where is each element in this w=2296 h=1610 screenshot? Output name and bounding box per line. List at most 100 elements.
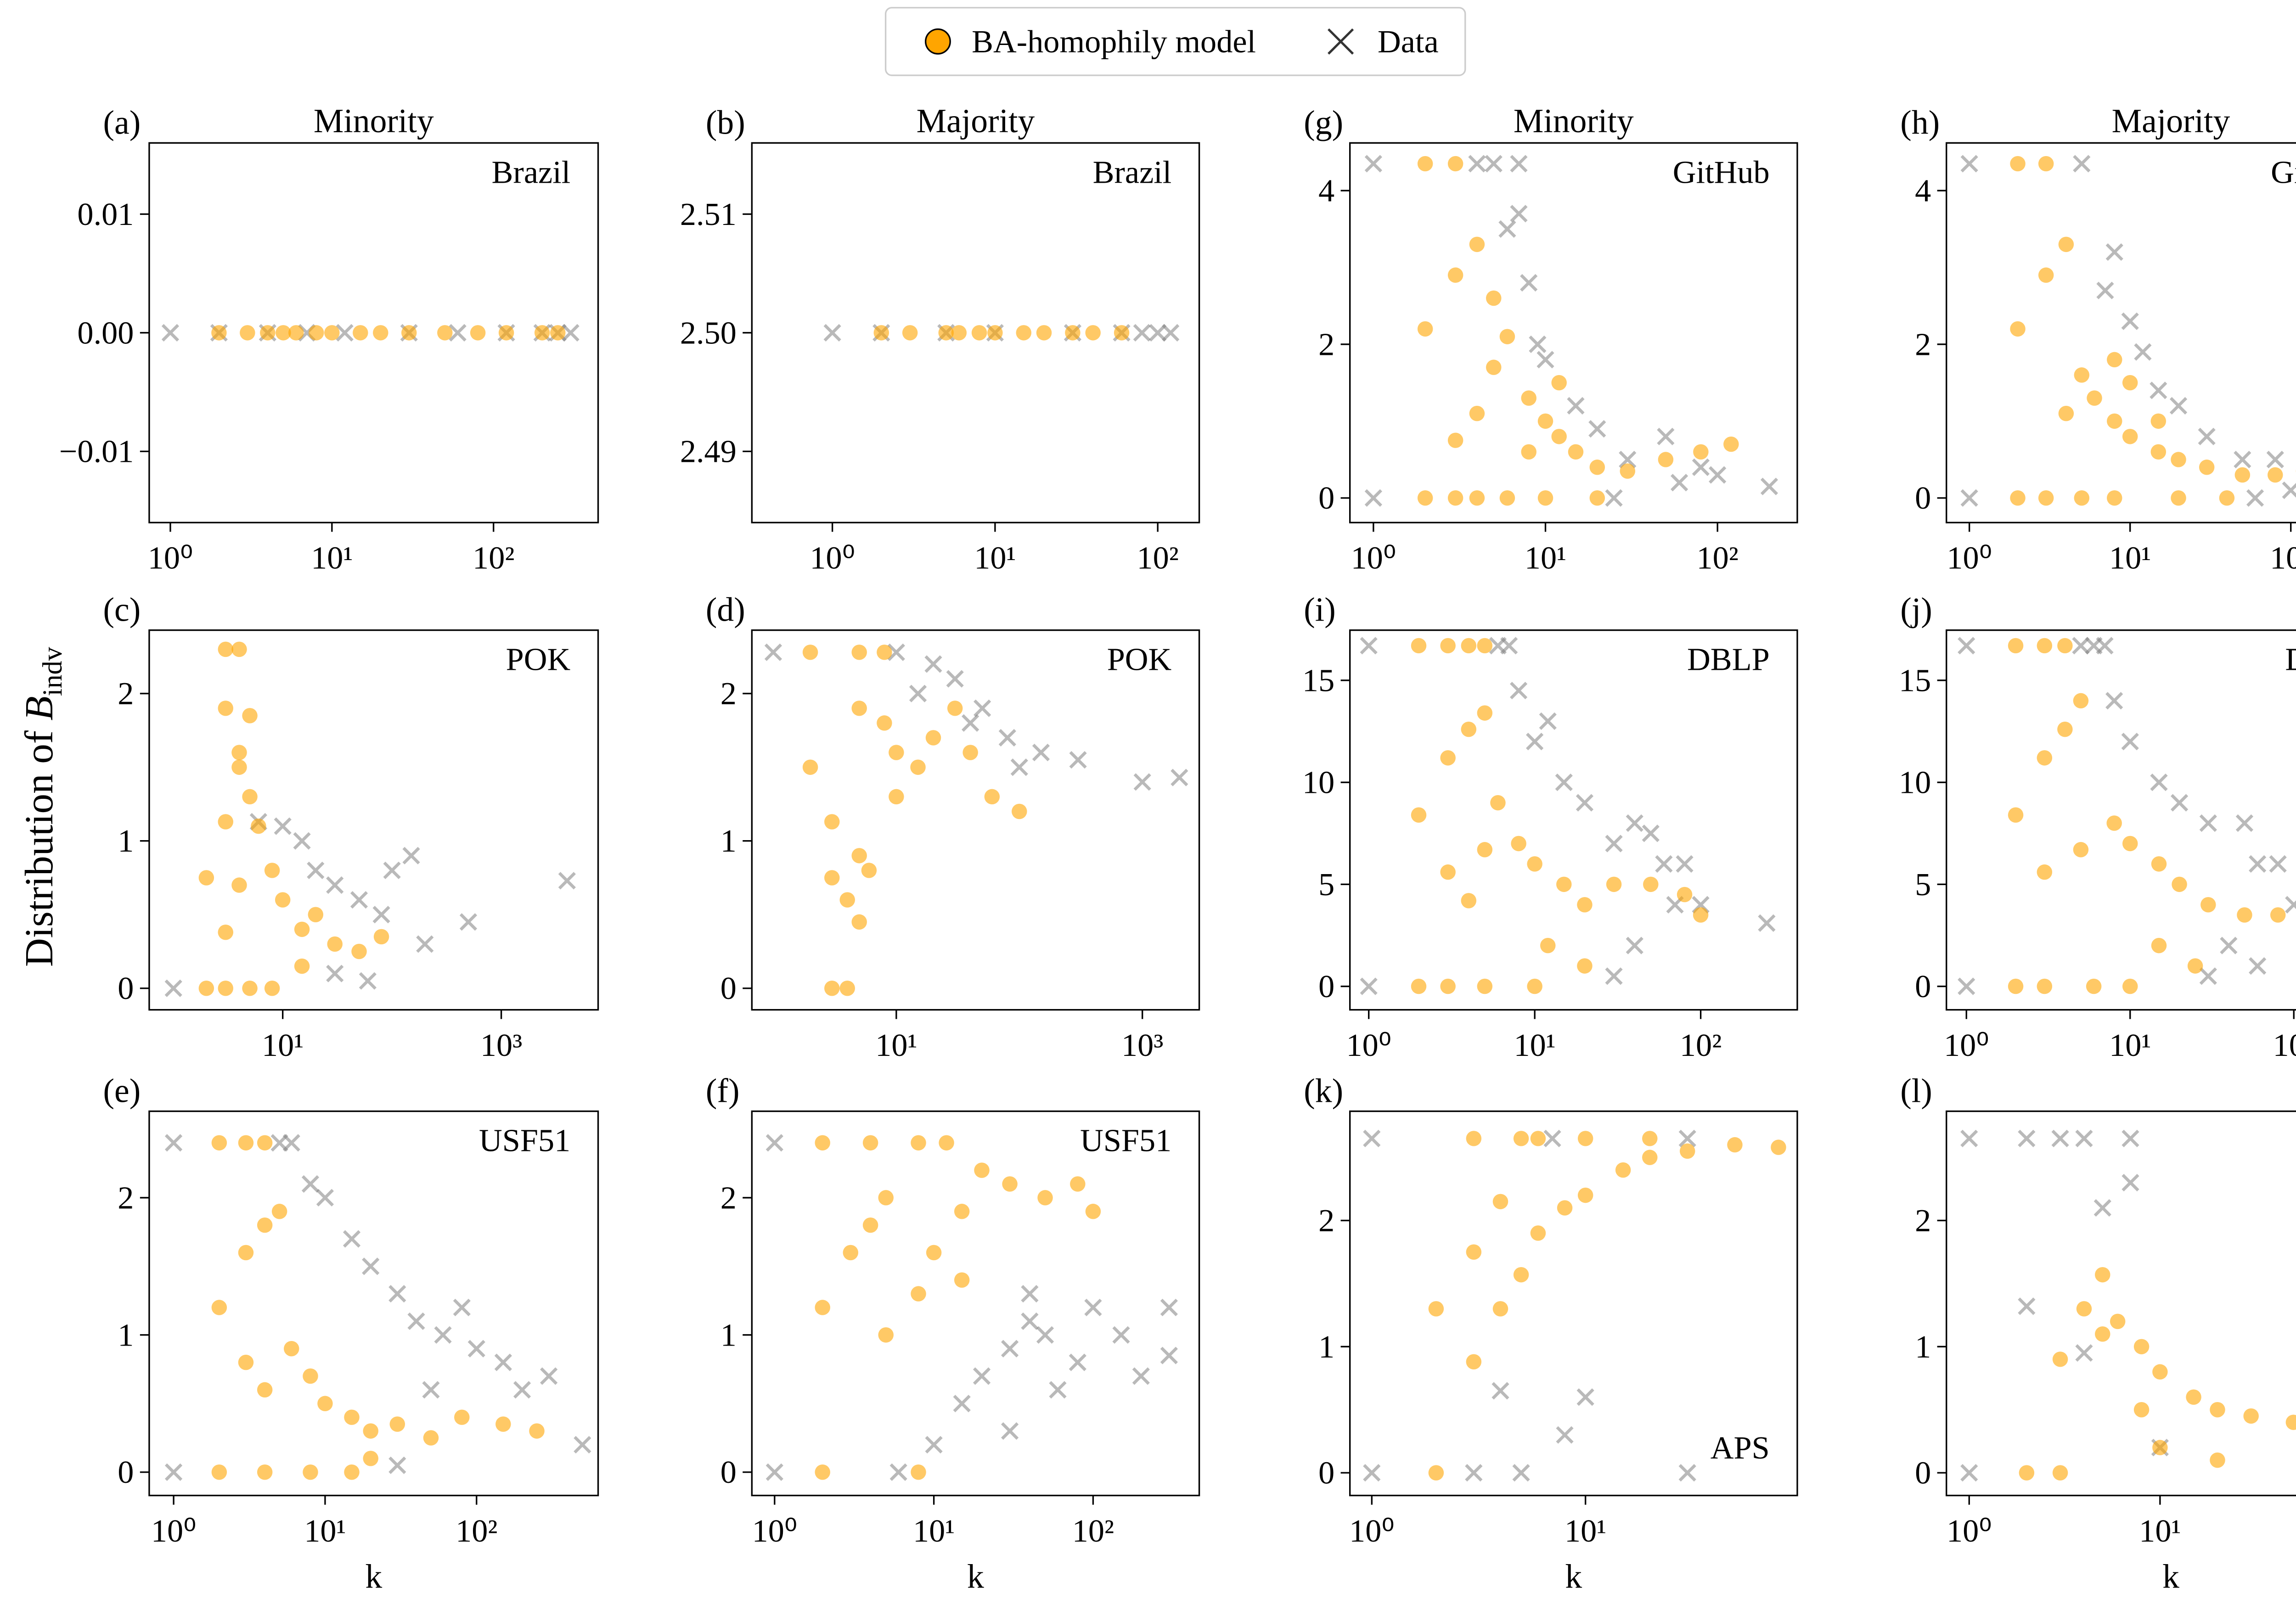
model-point [1577, 958, 1593, 974]
model-point [1530, 1225, 1546, 1241]
model-point [242, 708, 258, 724]
x-tick-label: 10⁰ [1349, 1513, 1394, 1549]
panel-label: (j) [1900, 591, 1932, 628]
model-point [1477, 842, 1493, 858]
model-point [2052, 1465, 2068, 1481]
data-point [1149, 324, 1167, 342]
model-point [317, 1396, 333, 1412]
data-point [326, 876, 344, 894]
model-point [1492, 1194, 1508, 1210]
data-point [326, 965, 344, 982]
panel-label: (i) [1304, 591, 1336, 628]
panel: 10⁰ 10¹ 10² 0 1 2 (f) USF51 k [706, 1071, 1200, 1595]
dataset-label: GitHub [1673, 154, 1770, 190]
model-point [1065, 325, 1080, 341]
model-point [1723, 436, 1739, 452]
model-point [2186, 1389, 2201, 1405]
model-point [851, 645, 867, 660]
panel-label: (a) [103, 103, 141, 141]
y-axis-label: Distribution of Bindv [17, 646, 68, 967]
data-point [998, 729, 1016, 747]
model-point [1642, 1131, 1658, 1146]
x-tick-label: 10¹ [2109, 1027, 2151, 1063]
model-point [824, 870, 840, 886]
x-tick-label: 10⁰ [1346, 1027, 1391, 1063]
plot-frame [1349, 1110, 1798, 1497]
model-point [1114, 325, 1130, 341]
data-point [1960, 155, 1978, 173]
model-point [1417, 321, 1433, 337]
data-point [1605, 967, 1623, 985]
model-point [344, 1464, 360, 1480]
model-point [2270, 907, 2286, 923]
data-point [1678, 1464, 1696, 1482]
model-point [1085, 325, 1101, 341]
model-point [862, 1217, 878, 1233]
model-point [1428, 1301, 1444, 1317]
model-point [264, 863, 280, 878]
panel-label: (g) [1304, 103, 1343, 141]
model-point [925, 730, 941, 746]
y-tick-label: 4 [1915, 173, 1931, 209]
panel-label: (f) [706, 1071, 740, 1109]
model-point [327, 936, 343, 952]
model-point [1577, 1131, 1593, 1146]
data-point [1500, 637, 1518, 655]
model-point [1499, 490, 1515, 506]
data-point [1543, 1129, 1561, 1148]
model-point [373, 325, 388, 341]
data-point [1485, 155, 1503, 173]
model-point [2008, 807, 2024, 823]
data-point [562, 324, 580, 342]
model-point [1036, 325, 1052, 341]
model-point [2122, 429, 2138, 444]
model-point [529, 1423, 545, 1439]
model-point [1002, 1176, 1018, 1192]
model-point [2219, 490, 2235, 506]
data-point [2122, 1174, 2139, 1192]
data-point [1512, 1464, 1530, 1482]
model-point [1658, 452, 1674, 467]
model-point [815, 1300, 830, 1315]
model-point [873, 325, 889, 341]
model-point [2150, 413, 2167, 429]
model-point [862, 1135, 878, 1151]
y-tick-label: 0 [1318, 1455, 1334, 1491]
data-point [764, 643, 782, 661]
model-point [1557, 1200, 1573, 1216]
data-point [307, 861, 325, 880]
panel: 10⁰ 10¹ 10² 0 5 10 15 (j) DBLP [1899, 591, 2296, 1063]
plot-frame [1946, 142, 2296, 523]
x-tick-label: 10² [1680, 1027, 1722, 1063]
y-tick-label: 1 [1915, 1329, 1931, 1365]
data-point [887, 643, 905, 661]
data-point [1021, 1285, 1039, 1303]
data-point [2199, 814, 2217, 832]
model-point [1499, 329, 1515, 344]
data-point [909, 684, 927, 702]
y-tick-label: 2 [1318, 326, 1334, 362]
model-point [2199, 460, 2215, 475]
model-point [231, 877, 247, 893]
model-point [1417, 490, 1433, 506]
plot-frame [148, 1110, 599, 1497]
panel-title: Majority [917, 102, 1035, 140]
y-tick-label: 5 [1318, 867, 1334, 903]
data-point [2134, 343, 2152, 361]
data-point [2282, 481, 2296, 499]
dataset-label: DBLP [1687, 642, 1770, 678]
data-point [1363, 1464, 1381, 1482]
model-point [2151, 856, 2167, 872]
model-point [1492, 1301, 1508, 1317]
data-point [2122, 1129, 2139, 1148]
data-point [1069, 751, 1087, 769]
y-tick-label: 0 [118, 970, 134, 1006]
data-point [1001, 1422, 1019, 1440]
y-tick-label: 2 [118, 1180, 134, 1216]
model-point [238, 1135, 254, 1151]
data-point [494, 1353, 512, 1371]
model-point [218, 701, 234, 716]
plot-frame [751, 1110, 1200, 1497]
dataset-label: Brazil [492, 154, 571, 190]
legend-marker [924, 28, 951, 55]
